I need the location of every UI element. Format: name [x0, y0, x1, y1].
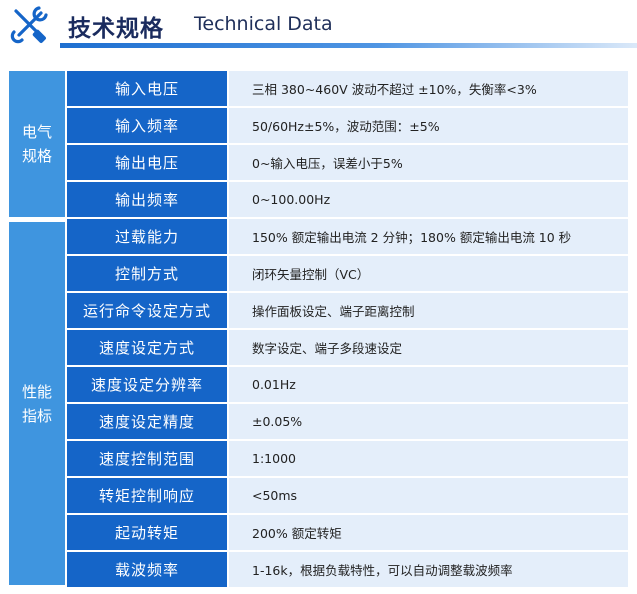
table-row: 输入频率 50/60Hz±5%，波动范围：±5%: [9, 108, 628, 145]
param-name: 起动转矩: [67, 515, 229, 552]
param-name: 输出频率: [67, 182, 229, 219]
group-label-line: 电气: [21, 123, 52, 141]
table-row: 速度控制范围 1:1000: [9, 441, 628, 478]
param-name: 载波频率: [67, 552, 229, 587]
page-title: 技术规格: [68, 16, 164, 42]
table-row: 电气 规格 输入电压 三相 380~460V 波动不超过 ±10%，失衡率<3%: [9, 71, 628, 219]
table-row: 速度设定方式 数字设定、端子多段速设定: [9, 330, 628, 367]
table-row: 速度设定分辨率 0.01Hz: [9, 367, 628, 404]
param-name: 速度设定分辨率: [67, 367, 229, 404]
param-value: 数字设定、端子多段速设定: [229, 330, 628, 367]
param-value: 200% 额定转矩: [229, 515, 628, 552]
table-row: 载波频率 1-16k，根据负载特性，可以自动调整载波频率: [9, 552, 628, 587]
group-label-performance: 性能 指标: [9, 219, 67, 587]
param-name: 控制方式: [67, 256, 229, 293]
param-value: 0~100.00Hz: [229, 182, 628, 219]
param-value: 闭环矢量控制（VC）: [229, 256, 628, 293]
param-name: 输入频率: [67, 108, 229, 145]
param-value: ±0.05%: [229, 404, 628, 441]
param-value: 0.01Hz: [229, 367, 628, 404]
table-row: 控制方式 闭环矢量控制（VC）: [9, 256, 628, 293]
param-name: 输出电压: [67, 145, 229, 182]
param-name: 过载能力: [67, 219, 229, 256]
param-value: <50ms: [229, 478, 628, 515]
param-value: 操作面板设定、端子距离控制: [229, 293, 628, 330]
table-row: 运行命令设定方式 操作面板设定、端子距离控制: [9, 293, 628, 330]
param-name: 速度控制范围: [67, 441, 229, 478]
param-name: 运行命令设定方式: [67, 293, 229, 330]
param-name: 转矩控制响应: [67, 478, 229, 515]
page-header: 技术规格 Technical Data: [0, 0, 637, 60]
table-row: 性能 指标 过载能力 150% 额定输出电流 2 分钟；180% 额定输出电流 …: [9, 219, 628, 587]
group-label-line: 性能: [21, 382, 52, 401]
table-row: 速度设定精度 ±0.05%: [9, 404, 628, 441]
tools-icon: [10, 6, 48, 44]
param-name: 速度设定方式: [67, 330, 229, 367]
param-value: 1-16k，根据负载特性，可以自动调整载波频率: [229, 552, 628, 587]
param-value: 三相 380~460V 波动不超过 ±10%，失衡率<3%: [229, 71, 628, 108]
spec-table: 电气 规格 输入电压 三相 380~460V 波动不超过 ±10%，失衡率<3%…: [9, 71, 628, 587]
param-name: 速度设定精度: [67, 404, 229, 441]
page-subtitle: Technical Data: [194, 13, 333, 35]
table-row: 输出电压 0~输入电压，误差小于5%: [9, 145, 628, 182]
table-row: 转矩控制响应 <50ms: [9, 478, 628, 515]
table-row: 起动转矩 200% 额定转矩: [9, 515, 628, 552]
group-label-electrical: 电气 规格: [9, 71, 67, 219]
param-value: 50/60Hz±5%，波动范围：±5%: [229, 108, 628, 145]
param-value: 0~输入电压，误差小于5%: [229, 145, 628, 182]
param-name: 输入电压: [67, 71, 229, 108]
table-row: 输出频率 0~100.00Hz: [9, 182, 628, 219]
group-label-line: 指标: [21, 406, 52, 425]
param-value: 150% 额定输出电流 2 分钟；180% 额定输出电流 10 秒: [229, 219, 628, 256]
group-label-line: 规格: [21, 147, 52, 165]
title-underline: [60, 43, 637, 48]
param-value: 1:1000: [229, 441, 628, 478]
